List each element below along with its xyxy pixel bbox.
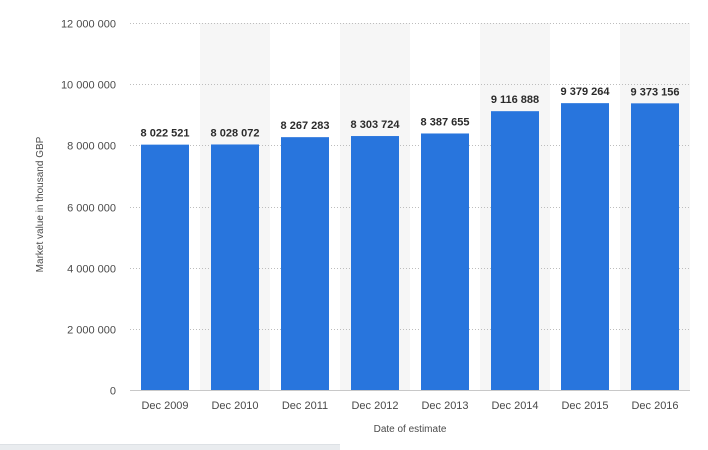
y-tick-label: 8 000 000 bbox=[67, 141, 116, 153]
y-tick-label: 0 bbox=[110, 386, 116, 398]
x-axis-ticks: Dec 2009 Dec 2010 Dec 2011 Dec 2012 Dec 2013… bbox=[141, 400, 678, 412]
y-tick-label: 12 000 000 bbox=[61, 19, 116, 31]
data-labels: 8 022 521 8 028 072 8 267 283 8 303 724 8 38… bbox=[141, 86, 680, 139]
x-tick-label: Dec 2011 bbox=[282, 400, 328, 412]
horizontal-scrollbar[interactable] bbox=[0, 444, 340, 450]
data-label: 9 373 156 bbox=[631, 86, 680, 98]
bar-dec-2009[interactable] bbox=[141, 144, 189, 390]
data-label: 8 267 283 bbox=[281, 120, 330, 132]
x-tick-label: Dec 2012 bbox=[351, 400, 398, 412]
data-label: 8 303 724 bbox=[351, 119, 401, 131]
x-tick-label: Dec 2015 bbox=[561, 400, 608, 412]
x-tick-label: Dec 2016 bbox=[631, 400, 678, 412]
data-label: 9 379 264 bbox=[561, 86, 611, 98]
bar-dec-2012[interactable] bbox=[351, 136, 399, 390]
y-axis-ticks: 0 2 000 000 4 000 000 6 000 000 8 000 000 10 … bbox=[61, 19, 116, 398]
y-tick-label: 6 000 000 bbox=[67, 203, 116, 215]
data-label: 9 116 888 bbox=[491, 94, 539, 106]
data-label: 8 028 072 bbox=[211, 127, 260, 139]
data-label: 8 022 521 bbox=[141, 128, 190, 140]
data-label: 8 387 655 bbox=[421, 116, 470, 128]
bar-dec-2013[interactable] bbox=[421, 133, 469, 391]
bar-dec-2010[interactable] bbox=[211, 144, 259, 390]
x-tick-label: Dec 2014 bbox=[491, 400, 538, 412]
y-tick-label: 2 000 000 bbox=[67, 325, 116, 337]
bar-dec-2011[interactable] bbox=[281, 137, 329, 390]
y-axis-title: Market value in thousand GBP bbox=[35, 136, 46, 272]
y-tick-label: 10 000 000 bbox=[61, 80, 116, 92]
x-tick-label: Dec 2010 bbox=[211, 400, 258, 412]
x-tick-label: Dec 2009 bbox=[141, 400, 188, 412]
x-tick-label: Dec 2013 bbox=[421, 400, 468, 412]
y-tick-label: 4 000 000 bbox=[67, 264, 116, 276]
x-axis-title: Date of estimate bbox=[374, 424, 447, 435]
bar-dec-2014[interactable] bbox=[491, 111, 539, 391]
bar-dec-2016[interactable] bbox=[631, 103, 679, 390]
bars bbox=[141, 103, 679, 391]
bar-dec-2015[interactable] bbox=[561, 103, 609, 390]
